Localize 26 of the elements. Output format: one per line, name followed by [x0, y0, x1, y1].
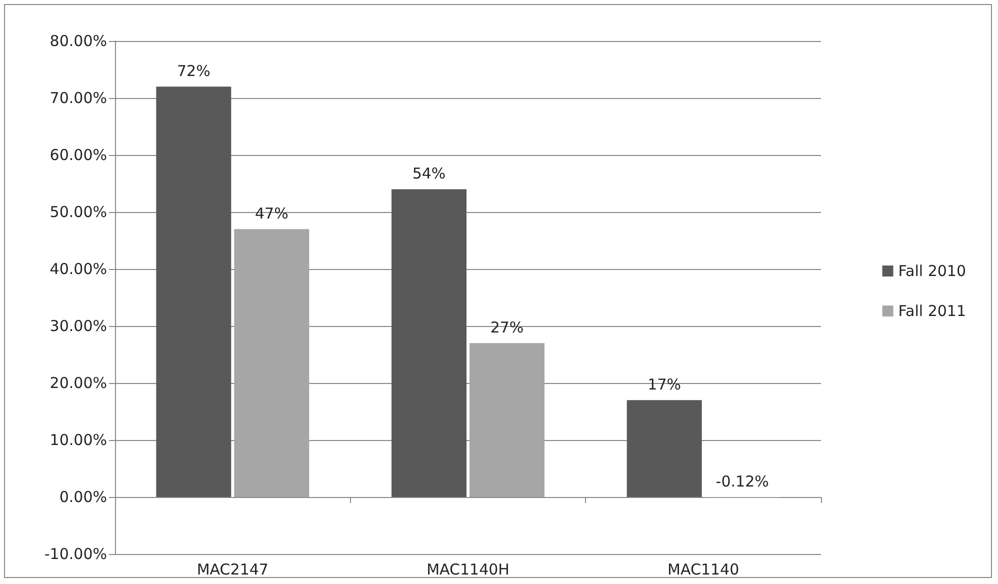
data-label: 27% [490, 318, 524, 337]
y-tick-label: 20.00% [50, 374, 107, 392]
bar [156, 86, 232, 497]
data-label: -0.12% [716, 472, 769, 490]
data-label: 54% [412, 164, 446, 183]
y-tick-label: 30.00% [50, 317, 107, 335]
y-tick-label: 70.00% [50, 89, 107, 107]
data-label: 72% [176, 62, 210, 80]
y-tick-label: 10.00% [50, 431, 107, 449]
y-tick-label: 0.00% [59, 488, 107, 506]
bar [234, 229, 310, 497]
legend-label: Fall 2011 [898, 302, 966, 320]
data-label: 17% [648, 376, 682, 394]
y-tick-label: -10.00% [44, 545, 107, 563]
y-tick-label: 80.00% [50, 32, 107, 50]
x-tick-label: MAC1140 [668, 560, 740, 578]
bar [392, 189, 466, 497]
data-label: 47% [254, 204, 288, 223]
x-tick-label: MAC2147 [196, 560, 268, 578]
x-tick-label: MAC1140H [426, 560, 510, 578]
y-tick-label: 50.00% [50, 203, 107, 221]
y-tick-label: 40.00% [50, 260, 107, 278]
bar [626, 400, 702, 497]
y-tick-label: 60.00% [50, 146, 107, 164]
bar [470, 343, 544, 497]
legend-label: Fall 2010 [898, 262, 966, 280]
